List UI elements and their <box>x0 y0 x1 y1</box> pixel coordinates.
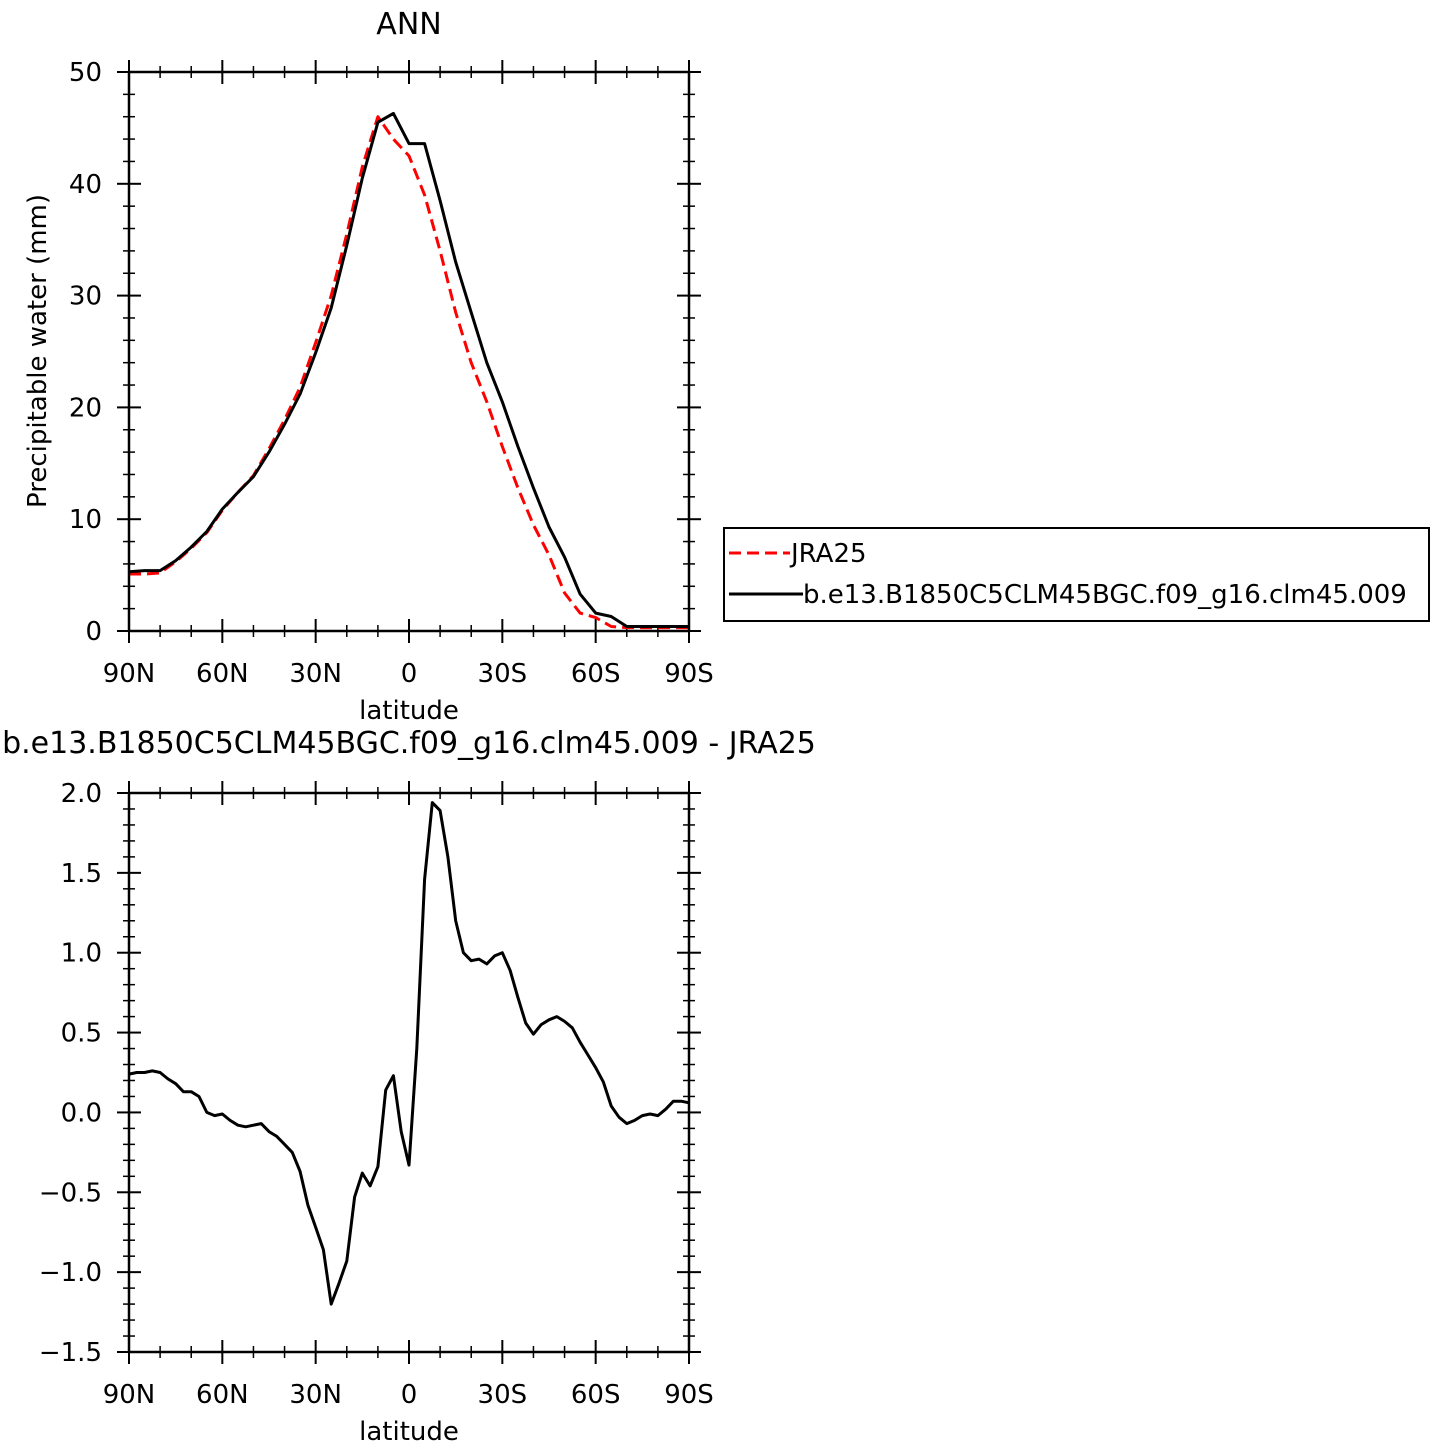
bottom-plot-frame <box>127 791 691 1354</box>
bottom-ticks: −1.5 −1.0 −0.5 0.0 0.5 1.0 1.5 2.0 90N 60N 30N 0 30S… <box>39 779 714 1410</box>
top-series-line-1 <box>128 111 689 628</box>
top-ylabel: Precipitable water (mm) <box>23 194 53 508</box>
bottom-xtick-label: 60N <box>196 1380 249 1410</box>
legend: JRA25 b.e13.B1850C5CLM45BGC.f09_g16.clm4… <box>723 527 1430 622</box>
bottom-xtick-label: 90S <box>664 1380 714 1410</box>
legend-label-model: b.e13.B1850C5CLM45BGC.f09_g16.clm45.009 <box>803 580 1407 610</box>
top-xtick-label: 30N <box>289 659 342 689</box>
bottom-ytick-label: 0.5 <box>61 1019 102 1049</box>
bottom-ytick-label: 1.0 <box>61 939 102 969</box>
top-title: ANN <box>376 7 441 42</box>
bottom-ytick-label: 0.0 <box>61 1098 102 1128</box>
bottom-ytick-label: −0.5 <box>39 1178 102 1208</box>
bottom-panel: b.e13.B1850C5CLM45BGC.f09_g16.clm45.009 … <box>0 726 816 1447</box>
top-xlabel: latitude <box>359 696 459 726</box>
bottom-series-line-0 <box>128 801 690 1306</box>
top-ytick-label: 40 <box>69 170 102 200</box>
legend-label-jra25: JRA25 <box>789 539 867 569</box>
top-plot-frame <box>127 70 691 633</box>
top-ticks: 0 10 20 30 40 50 90N 60N 30N 0 30S 60S 90S <box>69 58 714 689</box>
bottom-xtick-label: 30S <box>478 1380 528 1410</box>
top-ytick-label: 20 <box>69 393 102 423</box>
bottom-ytick-label: −1.0 <box>39 1258 102 1288</box>
bottom-ytick-label: 1.5 <box>61 859 102 889</box>
top-series <box>128 111 689 630</box>
bottom-xtick-label: 90N <box>103 1380 156 1410</box>
top-xtick-label: 90N <box>103 659 156 689</box>
top-ytick-label: 50 <box>69 58 102 88</box>
top-ytick-label: 0 <box>85 617 102 647</box>
top-xtick-label: 30S <box>478 659 528 689</box>
bottom-xtick-label: 0 <box>401 1380 418 1410</box>
top-xtick-label: 60S <box>571 659 621 689</box>
top-panel: ANN Precipitable water (mm) latitude 0 10… <box>23 7 714 726</box>
bottom-xlabel: latitude <box>359 1417 459 1447</box>
top-ytick-label: 10 <box>69 505 102 535</box>
legend-box <box>723 527 1430 622</box>
bottom-ytick-label: 2.0 <box>61 779 102 809</box>
top-xtick-label: 0 <box>401 659 418 689</box>
top-ytick-label: 30 <box>69 282 102 312</box>
top-xtick-label: 90S <box>664 659 714 689</box>
bottom-ylabel: Precipitable water (mm) <box>0 915 25 1229</box>
top-xtick-label: 60N <box>196 659 249 689</box>
bottom-title: b.e13.B1850C5CLM45BGC.f09_g16.clm45.009 … <box>2 726 816 761</box>
top-series-line-0 <box>129 115 689 630</box>
bottom-xtick-label: 30N <box>289 1380 342 1410</box>
bottom-series <box>128 801 690 1306</box>
bottom-ytick-label: −1.5 <box>39 1338 102 1368</box>
bottom-xtick-label: 60S <box>571 1380 621 1410</box>
